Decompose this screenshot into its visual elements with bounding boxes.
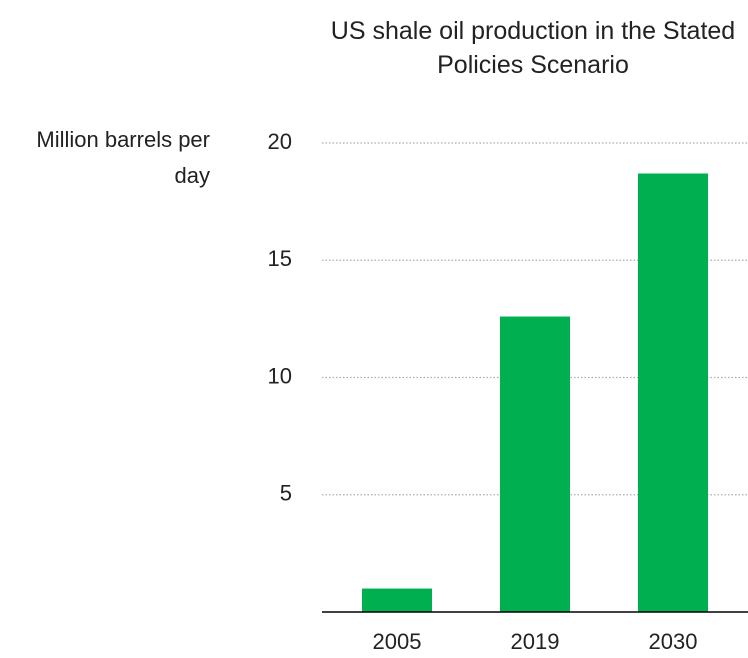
- chart-title: US shale oil production in the Stated Po…: [330, 17, 736, 79]
- x-tick-label: 2030: [649, 629, 698, 654]
- y-tick-label: 5: [280, 481, 292, 506]
- y-tick-label: 20: [268, 129, 292, 154]
- y-tick-label: 10: [268, 363, 292, 388]
- bar: [638, 173, 708, 613]
- bar: [362, 588, 432, 612]
- bar: [500, 316, 570, 612]
- y-axis-label: Million barrels per day: [36, 127, 210, 188]
- x-tick-label: 2019: [511, 629, 560, 654]
- y-tick-label: 15: [268, 246, 292, 271]
- x-tick-label: 2005: [373, 629, 422, 654]
